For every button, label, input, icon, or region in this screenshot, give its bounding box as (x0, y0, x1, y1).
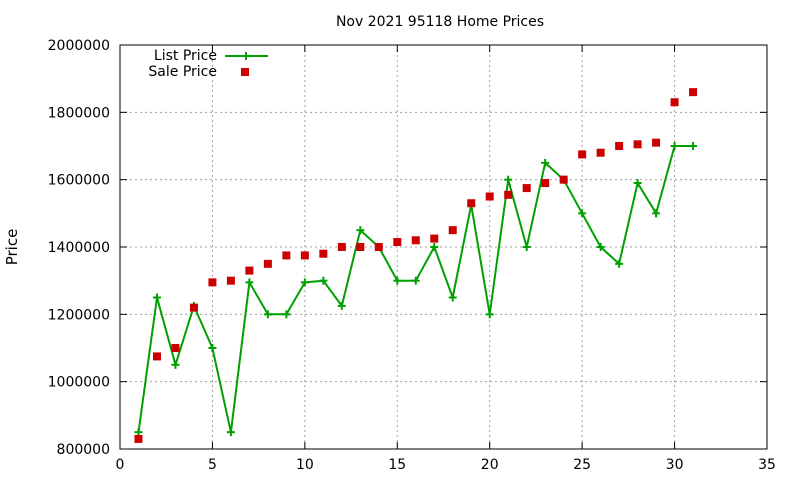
list-price-line (137, 145, 694, 434)
list-price-point (411, 276, 420, 285)
sale-price-point (559, 175, 568, 184)
list-price-point (633, 179, 642, 188)
x-tick-label: 35 (758, 457, 776, 473)
list-price-point (689, 142, 698, 150)
grid-lines (120, 45, 767, 449)
list-price-point (504, 175, 513, 184)
y-axis-label: Price (3, 229, 21, 266)
chart-title: Nov 2021 95118 Home Prices (336, 14, 544, 30)
legend-label-list-price: List Price (154, 48, 217, 64)
x-tick-label: 0 (116, 457, 125, 473)
list-price-point (670, 142, 679, 150)
sale-price-point (448, 226, 457, 235)
list-price-point (596, 243, 605, 251)
sale-price-point (245, 266, 254, 275)
legend-label-sale-price: Sale Price (148, 64, 217, 80)
y-tick-label: 1600000 (48, 173, 110, 189)
sale-price-point (578, 150, 587, 159)
sale-price-point (263, 259, 272, 268)
list-price-point (393, 276, 402, 285)
list-price-point (152, 293, 161, 302)
sale-price-point (189, 303, 198, 312)
x-tick-label: 5 (208, 457, 217, 473)
sale-price-point (467, 199, 476, 208)
list-price-point (226, 428, 235, 437)
list-price-point (337, 301, 346, 310)
x-tick-label: 25 (573, 457, 591, 473)
sale-price-point (541, 179, 550, 188)
list-price-point (319, 276, 328, 285)
list-price-point (134, 428, 143, 437)
legend: List Price Sale Price (148, 48, 268, 80)
sale-price-point (356, 243, 365, 251)
list-price-point (448, 293, 457, 302)
y-tick-labels: 800000 1000000 1200000 1400000 1600000 180000… (48, 38, 110, 458)
sale-price-point (430, 234, 439, 243)
sale-price-point (689, 88, 698, 97)
plot-border (119, 44, 768, 450)
sale-price-point (171, 344, 180, 352)
sale-price-point (670, 98, 679, 107)
sale-price-point (226, 276, 235, 285)
axis-ticks (119, 44, 768, 450)
sale-price-point (393, 237, 402, 246)
x-tick-label: 20 (481, 457, 499, 473)
y-tick-label: 1200000 (48, 307, 110, 323)
sale-price-point (522, 184, 531, 193)
y-tick-label: 2000000 (48, 38, 110, 54)
x-tick-label: 30 (666, 457, 684, 473)
list-price-point (245, 278, 254, 287)
sale-price-point (411, 236, 420, 245)
y-tick-label: 1400000 (48, 240, 110, 256)
sale-price-point (615, 142, 624, 150)
sale-price-point (208, 278, 217, 287)
data-series (134, 88, 698, 443)
sale-price-point (282, 251, 291, 260)
list-price-point (652, 209, 661, 218)
sale-price-point (152, 352, 161, 361)
sale-price-point (337, 243, 346, 251)
sale-price-point (134, 434, 143, 443)
list-price-point (171, 360, 180, 369)
list-price-point (356, 226, 365, 235)
list-price-point (282, 310, 291, 319)
y-tick-label: 1800000 (48, 105, 110, 121)
sale-price-point (374, 243, 383, 251)
x-tick-labels: 0 5 10 15 20 25 30 35 (116, 457, 776, 473)
y-tick-label: 800000 (57, 442, 110, 458)
list-price-point (541, 158, 550, 167)
legend-marker-list-price (242, 52, 250, 60)
list-price-point (578, 209, 587, 218)
list-price-point (615, 259, 624, 268)
sale-price-point (319, 249, 328, 258)
sale-price-point (485, 192, 494, 201)
x-tick-label: 15 (388, 457, 406, 473)
legend-swatch-sale-price (241, 68, 249, 76)
sale-price-point (596, 148, 605, 157)
list-price-point (263, 310, 272, 319)
x-tick-label: 10 (296, 457, 314, 473)
sale-price-point (633, 140, 642, 149)
sale-price-point (652, 138, 661, 147)
y-tick-label: 1000000 (48, 375, 110, 391)
list-price-point (522, 243, 531, 251)
sale-price-point (300, 251, 309, 260)
list-price-point (430, 243, 439, 251)
list-price-point (208, 344, 217, 352)
list-price-point (485, 310, 494, 319)
list-price-point (300, 278, 309, 287)
sale-price-point (504, 190, 513, 199)
